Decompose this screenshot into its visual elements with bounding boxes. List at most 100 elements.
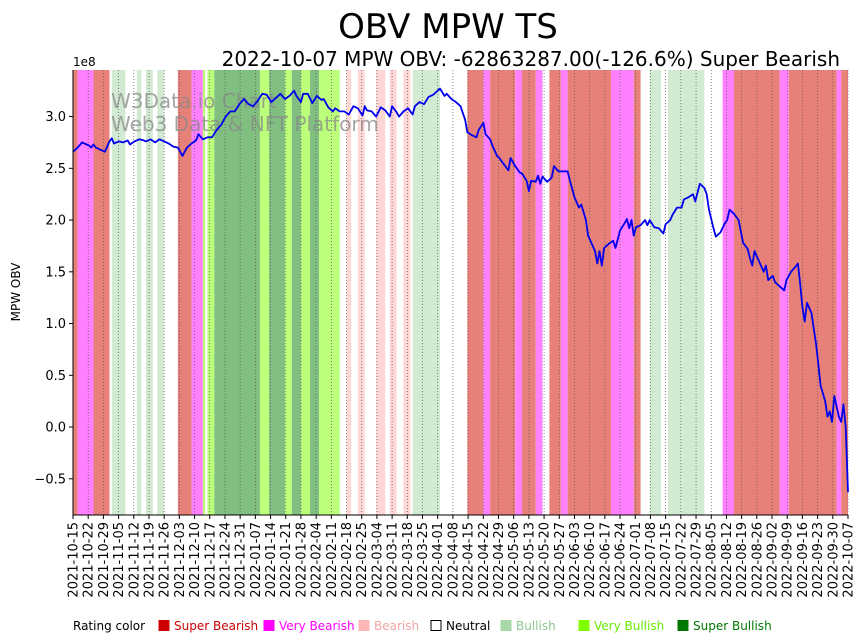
x-ticks: 2021-10-15 2021-10-22 2021-10-29 2021-11-05… <box>67 515 857 598</box>
watermark-line-1: W3Data.io Chart <box>111 89 277 113</box>
x-tick-label: 2022-05-13 <box>522 522 537 598</box>
y-offset-label: 1e8 <box>73 55 96 69</box>
x-tick-label: 2021-12-03 <box>173 522 188 598</box>
x-tick-label: 2022-07-01 <box>629 522 644 598</box>
x-tick-label: 2022-08-05 <box>705 522 720 598</box>
rating-band-40 <box>535 70 543 515</box>
rating-band-5 <box>136 70 142 515</box>
rating-band-16 <box>259 70 270 515</box>
rating-band-18 <box>284 70 292 515</box>
y-tick-label: 0.0 <box>45 421 66 436</box>
rating-band-48 <box>649 70 662 515</box>
x-tick-label: 2021-12-31 <box>234 522 249 598</box>
series-line-0 <box>72 87 849 493</box>
rating-band-33 <box>412 70 440 515</box>
x-tick-label: 2022-10-07 <box>842 522 857 598</box>
x-tick-label: 2022-09-02 <box>766 522 781 598</box>
y-tick-label: 0.5 <box>45 369 66 384</box>
x-tick-label: 2022-04-29 <box>492 522 507 598</box>
x-tick-label: 2022-02-18 <box>340 522 355 598</box>
y-tick-label: 1.0 <box>45 317 66 332</box>
chart-title: OBV MPW TS <box>338 7 558 47</box>
x-tick-label: 2022-01-07 <box>249 522 264 598</box>
y-ticks: −0.5 0.0 0.5 1.0 1.5 2.0 2.5 3.0 <box>34 110 73 487</box>
rating-bands <box>73 70 848 515</box>
rating-band-14 <box>207 70 215 515</box>
rating-band-22 <box>319 70 340 515</box>
x-tick-label: 2022-07-08 <box>644 522 659 598</box>
x-tick-label: 2021-11-12 <box>127 522 142 598</box>
rating-band-57 <box>841 70 848 515</box>
x-tick-label: 2021-10-29 <box>97 522 112 598</box>
x-tick-label: 2021-12-24 <box>218 522 233 598</box>
x-tick-label: 2022-05-06 <box>507 522 522 598</box>
x-tick-label: 2022-05-20 <box>538 522 553 598</box>
rating-band-32 <box>403 70 411 515</box>
x-tick-label: 2021-11-19 <box>142 522 157 598</box>
chart-subtitle: 2022-10-07 MPW OBV: -62863287.00(-126.6%… <box>222 47 840 71</box>
legend: Rating color Super Bearish Very Bearish Bea… <box>73 619 772 633</box>
rating-band-55 <box>788 70 837 515</box>
x-tick-label: 2022-04-22 <box>477 522 492 598</box>
rating-band-7 <box>145 70 153 515</box>
y-tick-label: 2.0 <box>45 214 66 229</box>
rating-band-13 <box>202 70 206 515</box>
x-tick-label: 2022-04-01 <box>431 522 446 598</box>
x-tick-label: 2022-02-11 <box>325 522 340 598</box>
rating-band-12 <box>191 70 203 515</box>
rating-band-46 <box>633 70 641 515</box>
watermark-line-2: Web3 Data & NFT Platform <box>111 112 379 136</box>
legend-label-0: Super Bearish <box>174 619 258 633</box>
y-tick-label: 3.0 <box>45 110 66 125</box>
rating-band-0 <box>73 70 78 515</box>
legend-swatch-2 <box>358 620 370 631</box>
rating-band-28 <box>376 70 386 515</box>
rating-band-24 <box>346 70 352 515</box>
x-tick-label: 2022-08-26 <box>750 522 765 598</box>
rating-band-35 <box>467 70 484 515</box>
rating-band-36 <box>483 70 491 515</box>
rating-band-45 <box>610 70 634 515</box>
legend-label-5: Very Bullish <box>594 619 664 633</box>
axes <box>72 70 848 516</box>
rating-band-21 <box>310 70 320 515</box>
rating-band-2 <box>93 70 110 515</box>
rating-band-19 <box>291 70 301 515</box>
legend-title: Rating color <box>73 619 145 633</box>
x-tick-label: 2022-06-17 <box>598 522 613 598</box>
x-tick-label: 2021-12-17 <box>203 522 218 598</box>
rating-band-1 <box>77 70 94 515</box>
rating-band-11 <box>177 70 192 515</box>
x-tick-label: 2022-04-15 <box>462 522 477 598</box>
x-tick-label: 2021-11-26 <box>158 522 173 598</box>
legend-label-4: Bullish <box>516 619 556 633</box>
x-tick-label: 2021-12-10 <box>188 522 203 598</box>
rating-band-44 <box>567 70 611 515</box>
rating-band-17 <box>269 70 285 515</box>
x-tick-label: 2022-09-23 <box>811 522 826 598</box>
legend-swatch-4 <box>500 620 512 631</box>
x-tick-label: 2022-09-09 <box>781 522 796 598</box>
rating-band-37 <box>490 70 516 515</box>
rating-band-20 <box>300 70 311 515</box>
x-tick-label: 2022-04-08 <box>446 522 461 598</box>
x-tick-label: 2022-06-24 <box>614 522 629 598</box>
legend-label-1: Very Bearish <box>279 619 355 633</box>
x-tick-label: 2022-05-27 <box>553 522 568 598</box>
legend-label-3: Neutral <box>446 619 490 633</box>
x-tick-label: 2022-03-04 <box>370 522 385 598</box>
rating-band-43 <box>560 70 568 515</box>
y-tick-label: 1.5 <box>45 265 66 280</box>
x-tick-label: 2022-03-11 <box>386 522 401 598</box>
x-tick-label: 2022-06-10 <box>583 522 598 598</box>
x-tick-label: 2021-10-15 <box>67 522 82 598</box>
rating-band-54 <box>779 70 789 515</box>
legend-label-2: Bearish <box>374 619 419 633</box>
rating-band-50 <box>667 70 705 515</box>
legend-swatch-5 <box>578 620 590 631</box>
legend-swatch-3 <box>430 620 442 631</box>
y-tick-label: −0.5 <box>34 472 66 487</box>
x-tick-label: 2022-08-12 <box>720 522 735 598</box>
x-tick-label: 2022-03-18 <box>401 522 416 598</box>
rating-band-42 <box>549 70 561 515</box>
